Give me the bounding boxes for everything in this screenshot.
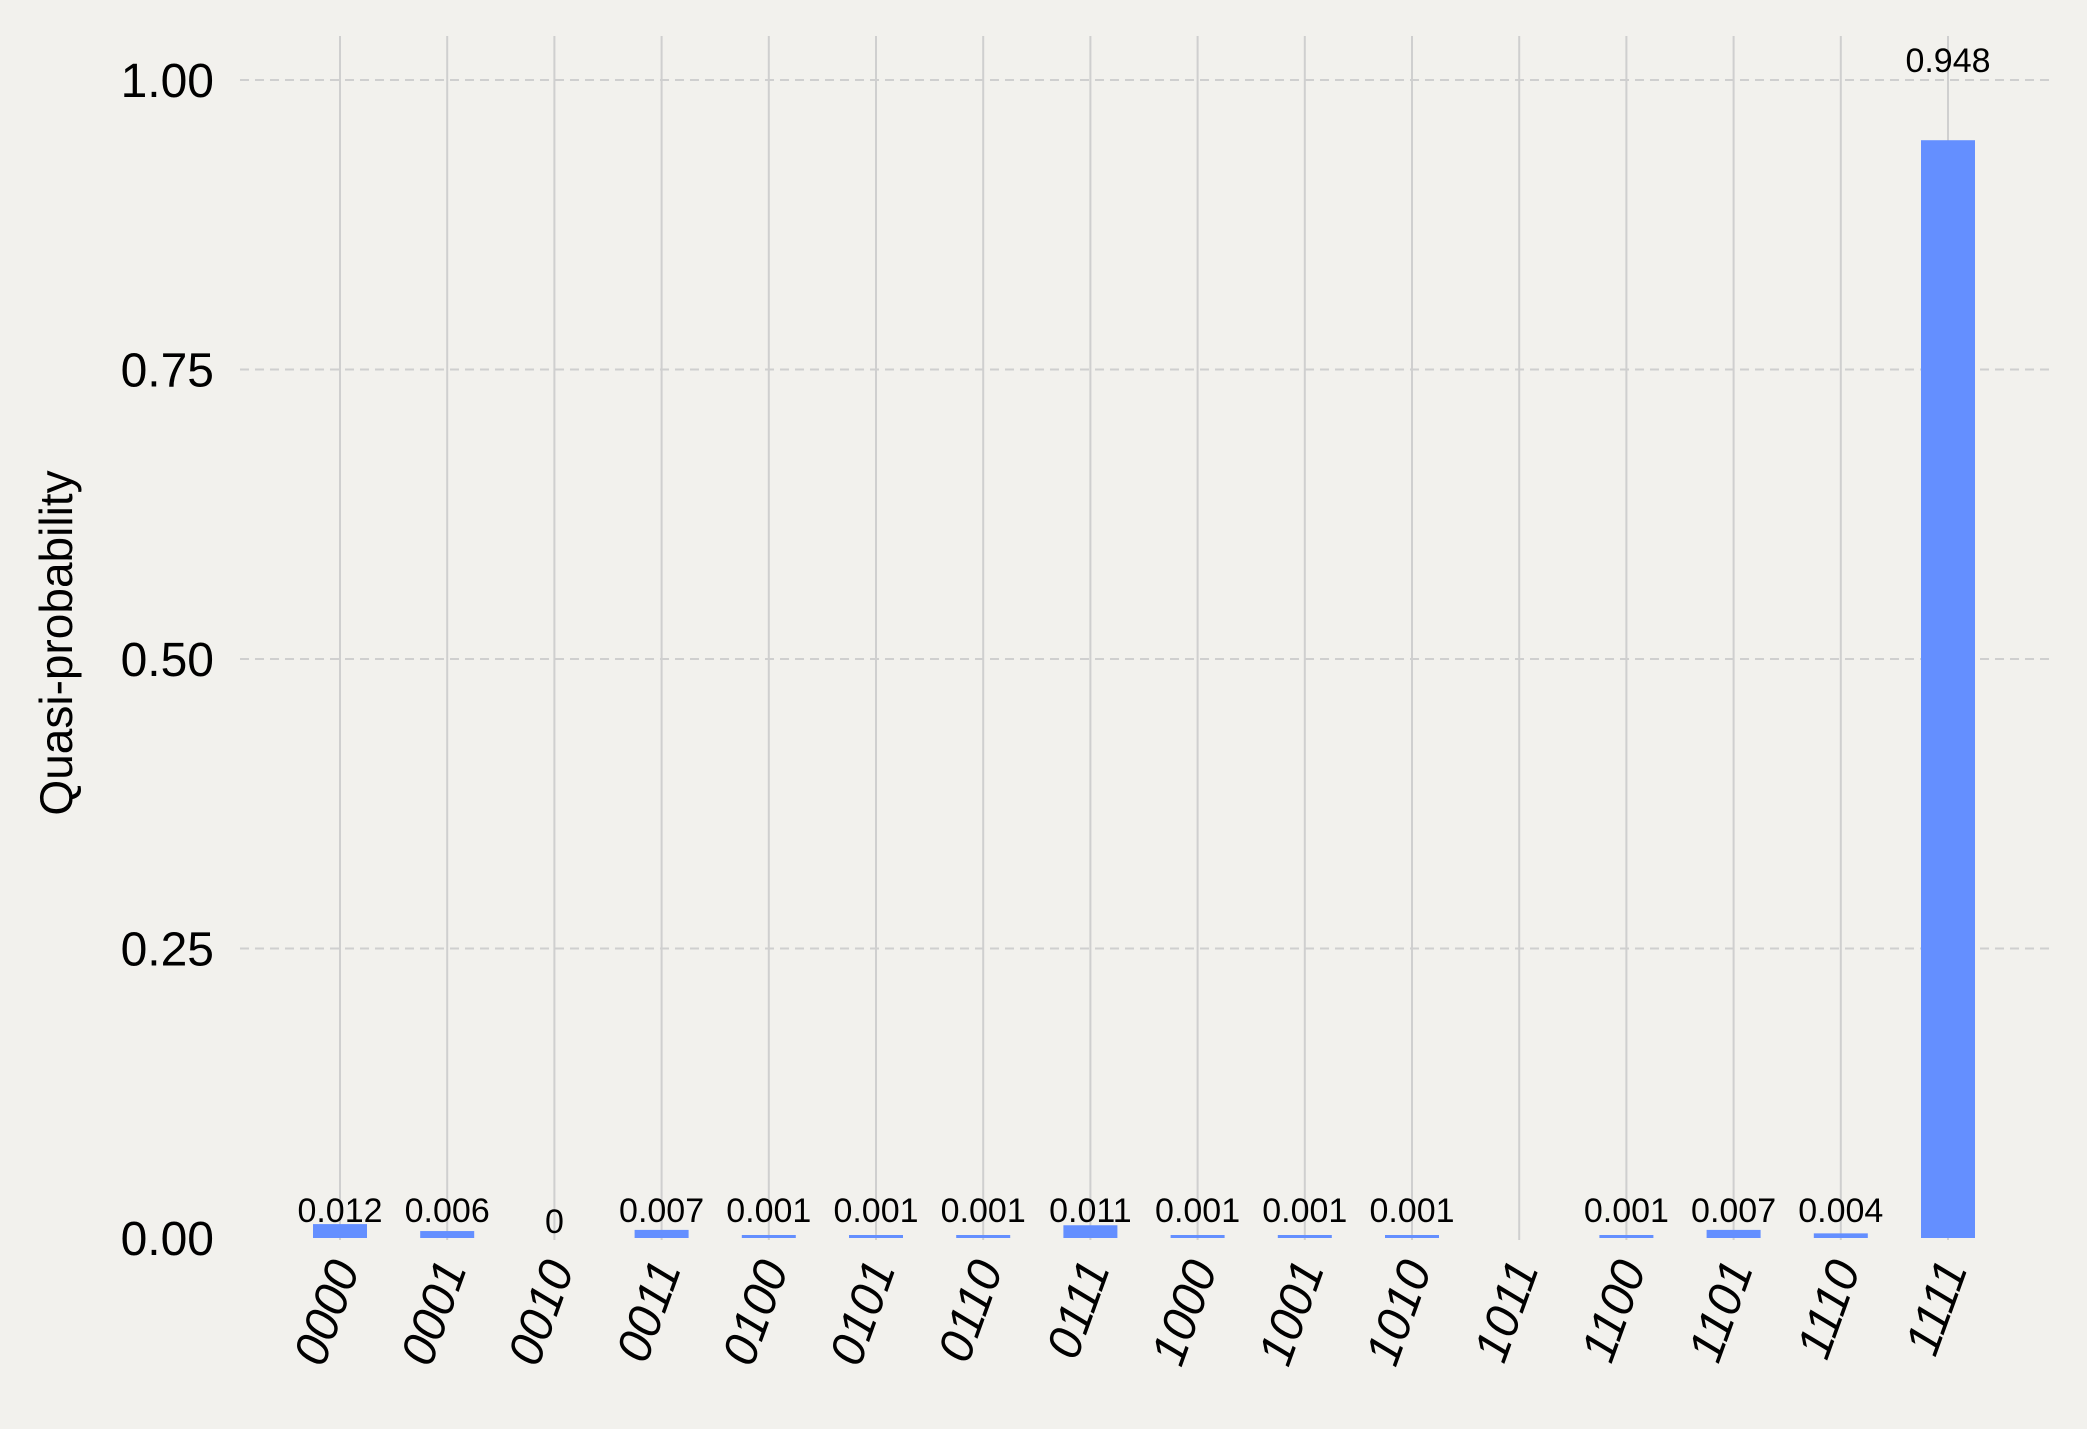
x-tick-label: 0111 xyxy=(1037,1254,1121,1366)
bar-0101 xyxy=(849,1235,903,1238)
y-axis-ticks: 0.00 0.25 0.50 0.75 1.00 xyxy=(121,55,214,1266)
y-tick-label: 0.00 xyxy=(121,1213,214,1266)
y-axis-label: Quasi-probability xyxy=(30,470,82,815)
x-tick-label: 0110 xyxy=(928,1253,1013,1368)
x-tick-label: 1010 xyxy=(1356,1253,1442,1372)
bar-0100 xyxy=(741,1235,796,1238)
bar-1100 xyxy=(1599,1235,1654,1238)
data-labels-layer: 0.012 0.006 0 0.007 0.001 0.001 0.001 0.011 0.00… xyxy=(297,42,1990,1241)
data-label-0100: 0.001 xyxy=(726,1192,811,1230)
x-tick-label: 1000 xyxy=(1142,1253,1228,1372)
data-label-0001: 0.006 xyxy=(405,1192,490,1230)
y-tick-label: 1.00 xyxy=(121,55,214,108)
bar-0000 xyxy=(313,1224,367,1238)
x-tick-label: 1101 xyxy=(1679,1254,1764,1369)
bar-1001 xyxy=(1277,1235,1332,1238)
data-label-1010: 0.001 xyxy=(1369,1192,1454,1230)
bar-0110 xyxy=(956,1235,1011,1238)
x-tick-label: 0010 xyxy=(498,1253,584,1372)
data-label-0110: 0.001 xyxy=(941,1192,1026,1230)
x-tick-label: 1111 xyxy=(1896,1254,1979,1362)
data-label-1101: 0.007 xyxy=(1691,1192,1776,1230)
y-tick-label: 0.25 xyxy=(121,924,214,977)
data-label-1110: 0.004 xyxy=(1798,1192,1883,1230)
bar-0111 xyxy=(1063,1225,1118,1238)
bar-1111 xyxy=(1921,140,1975,1238)
data-label-0111: 0.011 xyxy=(1049,1192,1132,1230)
x-tick-label: 0100 xyxy=(713,1253,799,1372)
data-label-1001: 0.001 xyxy=(1262,1192,1347,1230)
data-label-1100: 0.001 xyxy=(1584,1192,1669,1230)
bar-1010 xyxy=(1385,1235,1439,1238)
x-tick-label: 1100 xyxy=(1572,1253,1657,1368)
bar-1000 xyxy=(1170,1235,1225,1238)
x-tick-label: 0001 xyxy=(391,1254,477,1372)
data-label-0000: 0.012 xyxy=(297,1192,382,1230)
x-tick-label: 1110 xyxy=(1787,1253,1871,1365)
y-tick-label: 0.50 xyxy=(121,634,214,687)
data-label-0101: 0.001 xyxy=(833,1192,918,1230)
x-tick-label: 0101 xyxy=(820,1254,906,1372)
grid-layer xyxy=(240,36,2050,1240)
x-tick-label: 0000 xyxy=(284,1253,370,1372)
x-tick-label: 1001 xyxy=(1249,1254,1335,1372)
bar-0011 xyxy=(634,1229,689,1238)
bars-layer xyxy=(313,140,1975,1238)
data-label-0011: 0.007 xyxy=(619,1192,704,1230)
x-tick-label: 0011 xyxy=(607,1254,692,1369)
bar-1101 xyxy=(1706,1229,1761,1238)
bar-0001 xyxy=(420,1231,475,1238)
data-label-0010: 0 xyxy=(545,1203,564,1241)
x-tick-label: 1011 xyxy=(1464,1254,1549,1369)
y-tick-label: 0.75 xyxy=(121,345,214,398)
bar-1110 xyxy=(1813,1233,1868,1238)
data-label-1000: 0.001 xyxy=(1155,1192,1240,1230)
x-axis-ticks: 0000 0001 0010 0011 0100 0101 0110 0111 1000 1001… xyxy=(284,1253,1978,1372)
data-label-1111: 0.948 xyxy=(1905,42,1990,80)
